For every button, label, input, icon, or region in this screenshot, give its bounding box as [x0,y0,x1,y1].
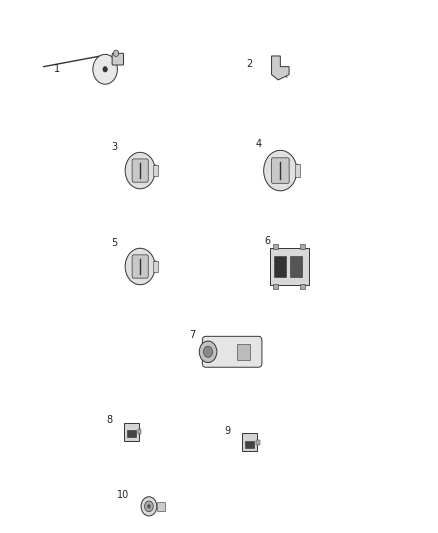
Bar [273,244,279,249]
FancyBboxPatch shape [202,336,262,367]
FancyBboxPatch shape [132,255,148,278]
FancyBboxPatch shape [132,159,148,182]
Polygon shape [272,56,289,80]
Text: 4: 4 [255,139,261,149]
Text: 3: 3 [111,142,117,151]
Text: 8: 8 [106,415,113,425]
Circle shape [103,67,107,72]
Bar [245,440,254,448]
Circle shape [145,501,153,512]
Text: 7: 7 [190,330,196,340]
FancyBboxPatch shape [124,423,139,441]
Circle shape [125,248,155,285]
Circle shape [147,504,151,508]
Bar [290,256,302,277]
Bar [300,284,305,289]
Bar [237,344,250,360]
Bar [138,429,141,434]
FancyBboxPatch shape [153,261,158,272]
Bar [256,440,260,445]
FancyBboxPatch shape [269,248,308,285]
Circle shape [199,341,217,362]
Bar [274,256,286,277]
Text: 1: 1 [54,64,60,74]
FancyBboxPatch shape [153,165,158,176]
Bar [157,502,165,511]
Bar [127,430,136,437]
Circle shape [141,497,157,516]
Text: 5: 5 [111,238,117,247]
Circle shape [264,150,297,191]
Circle shape [125,152,155,189]
Text: 10: 10 [117,490,129,499]
Bar [273,284,279,289]
Text: 6: 6 [264,236,270,246]
Circle shape [93,54,117,84]
Circle shape [203,346,213,357]
Text: 9: 9 [225,426,231,435]
FancyBboxPatch shape [242,433,257,451]
FancyBboxPatch shape [112,53,124,65]
Bar [300,244,305,249]
FancyBboxPatch shape [272,158,289,183]
FancyBboxPatch shape [295,164,300,177]
Circle shape [113,50,119,56]
Text: 2: 2 [247,59,253,69]
